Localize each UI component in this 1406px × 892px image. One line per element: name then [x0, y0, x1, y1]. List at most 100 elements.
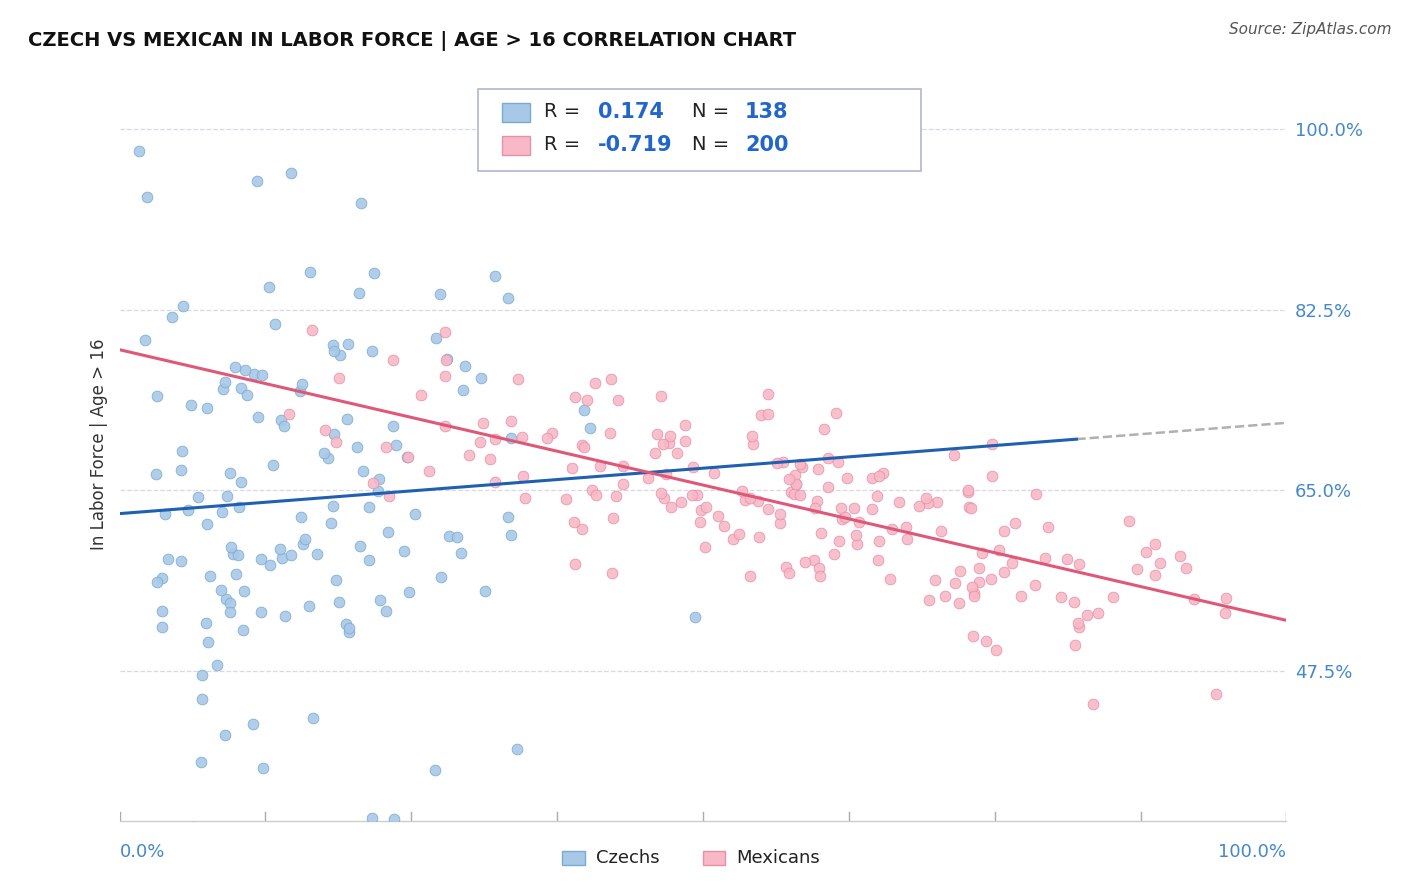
Point: [423, 763, 446, 777]
Point: [211, 383, 233, 397]
Point: [361, 811, 384, 825]
Point: [778, 472, 800, 486]
Point: [665, 446, 688, 460]
Point: [929, 524, 952, 539]
Point: [314, 423, 336, 437]
Point: [434, 368, 457, 383]
Point: [647, 427, 669, 442]
Point: [835, 471, 858, 485]
Point: [1000, 556, 1022, 570]
Point: [564, 557, 586, 571]
Point: [713, 519, 735, 533]
Point: [181, 820, 204, 834]
Point: [322, 337, 344, 351]
Point: [233, 363, 256, 377]
Point: [249, 605, 271, 619]
Point: [734, 493, 756, 508]
Point: [170, 554, 193, 568]
Point: [960, 580, 983, 594]
Point: [496, 510, 519, 524]
Point: [673, 434, 696, 449]
Text: N =: N =: [692, 135, 728, 154]
Point: [785, 477, 807, 491]
Point: [669, 495, 692, 509]
Point: [1102, 591, 1125, 605]
Point: [252, 761, 274, 775]
Point: [808, 561, 831, 575]
Point: [866, 489, 889, 503]
Point: [782, 487, 804, 501]
Point: [1024, 578, 1046, 592]
Point: [145, 467, 167, 482]
Point: [471, 416, 494, 430]
Point: [381, 419, 404, 434]
Point: [363, 266, 385, 280]
Point: [367, 483, 389, 498]
Point: [222, 547, 245, 561]
Point: [484, 269, 506, 284]
Point: [703, 466, 725, 480]
Point: [411, 388, 433, 402]
Point: [813, 422, 835, 436]
Point: [382, 812, 405, 826]
Point: [205, 658, 228, 673]
Point: [190, 756, 212, 770]
Point: [963, 586, 986, 600]
Point: [385, 438, 408, 452]
Point: [478, 452, 501, 467]
Point: [433, 325, 456, 339]
Point: [689, 515, 711, 529]
Point: [834, 510, 856, 524]
Point: [425, 331, 447, 345]
Point: [803, 500, 825, 515]
Point: [830, 500, 852, 515]
Point: [848, 516, 870, 530]
Point: [195, 615, 218, 630]
Point: [792, 460, 814, 475]
Point: [398, 585, 420, 599]
Point: [302, 711, 325, 725]
Point: [741, 437, 763, 451]
Point: [981, 468, 1004, 483]
Point: [226, 548, 249, 562]
Point: [1175, 560, 1198, 574]
Point: [644, 446, 666, 460]
Point: [959, 501, 981, 516]
Point: [259, 558, 281, 572]
Point: [738, 569, 761, 583]
Point: [756, 407, 779, 421]
Point: [433, 419, 456, 434]
Point: [336, 412, 359, 426]
Point: [377, 524, 399, 539]
Point: [214, 728, 236, 742]
Point: [1143, 537, 1166, 551]
Point: [361, 476, 384, 491]
Point: [215, 592, 238, 607]
Point: [896, 520, 918, 534]
Point: [731, 483, 754, 498]
Point: [943, 576, 966, 591]
Point: [806, 494, 828, 508]
Point: [512, 469, 534, 483]
Point: [323, 426, 346, 441]
Point: [980, 572, 1002, 586]
Point: [381, 352, 404, 367]
Point: [180, 398, 202, 412]
Point: [599, 372, 621, 386]
Point: [651, 436, 673, 450]
Text: 100.0%: 100.0%: [1219, 843, 1286, 861]
Point: [778, 566, 800, 581]
Point: [439, 529, 461, 543]
Point: [1215, 591, 1237, 605]
Point: [908, 499, 931, 513]
Point: [956, 485, 979, 500]
Point: [690, 502, 713, 516]
Point: [988, 543, 1011, 558]
Point: [600, 566, 623, 581]
Point: [576, 392, 599, 407]
Point: [375, 440, 398, 454]
Text: 200: 200: [745, 135, 789, 154]
Point: [128, 145, 150, 159]
Point: [1067, 620, 1090, 634]
Point: [184, 889, 207, 892]
